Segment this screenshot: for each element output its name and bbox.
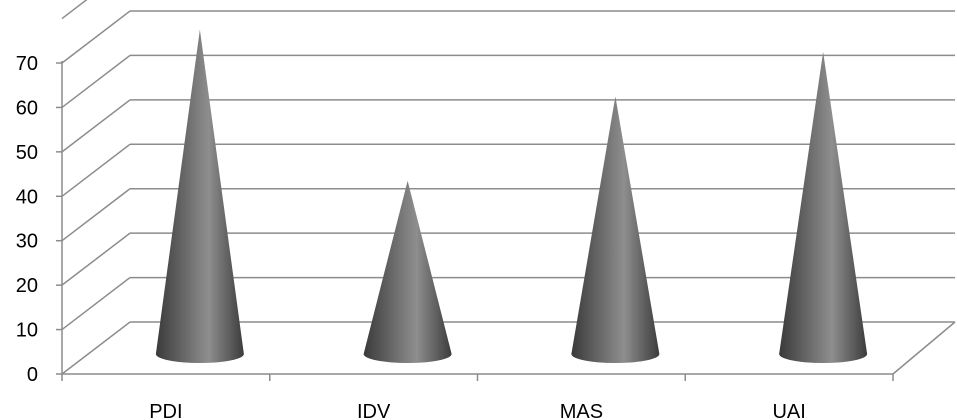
x-tick-label: PDI [149,401,182,420]
cone-idv [363,180,452,363]
cone-body [571,96,660,364]
cone-body [779,51,868,364]
y-tick-label: 50 [16,142,38,164]
y-tick-label: 70 [16,53,38,75]
cone-body [363,180,452,363]
floor-right-edge [892,321,956,375]
y-tick-label: 0 [27,364,38,386]
cones [155,29,868,364]
gridlines [61,0,956,375]
tick-labels: 0 10 20 30 40 50 60 70 PDI IDV MAS UAI [16,53,806,420]
gridline-side [61,54,131,109]
y-tick-label: 20 [16,275,38,297]
y-tick-label: 30 [16,231,38,253]
cone-mas [571,96,660,364]
cone-body [155,29,244,364]
gridline-side [61,276,131,331]
axes [56,61,894,381]
gridline-side [61,321,131,375]
gridline-side [61,10,131,64]
y-tick-label: 40 [16,186,38,208]
cone-uai [779,51,868,364]
gridline-side [61,99,131,153]
y-tick-label: 10 [16,320,38,342]
y-tick-label: 60 [16,97,38,119]
x-tick-label: IDV [357,401,391,420]
x-tick-label: UAI [772,401,805,420]
gridline-side [61,232,131,286]
gridline-side [61,143,131,197]
gridline-side [61,188,131,242]
cone-pdi [155,29,244,364]
x-tick-label: MAS [560,401,603,420]
gridline-side [61,0,88,20]
